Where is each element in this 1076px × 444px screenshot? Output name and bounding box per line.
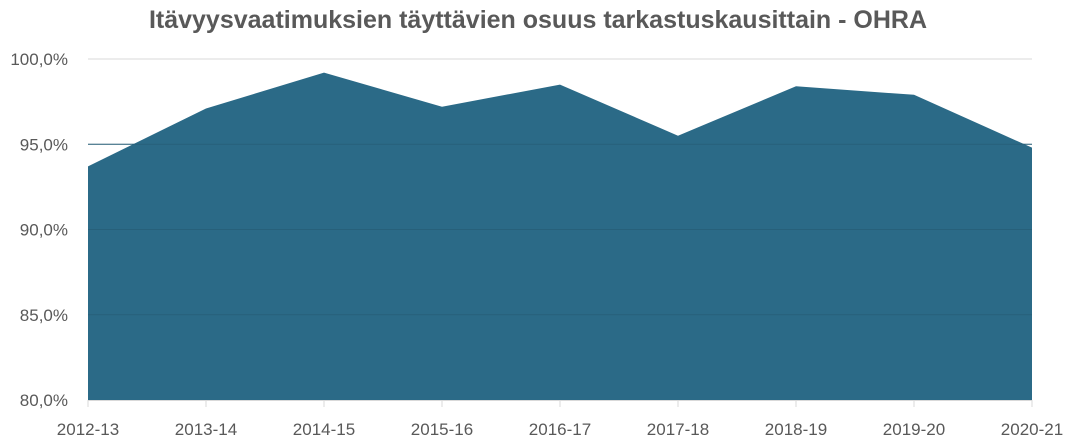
y-tick-label: 90,0% bbox=[20, 221, 68, 240]
x-tick-label: 2018-19 bbox=[765, 420, 827, 439]
x-tick-label: 2014-15 bbox=[293, 420, 355, 439]
chart-title: Itävyysvaatimuksien täyttävien osuus tar… bbox=[148, 6, 928, 34]
area-series-ohra bbox=[88, 72, 1032, 400]
y-tick-label: 80,0% bbox=[20, 391, 68, 410]
x-tick-label: 2020-21 bbox=[1001, 420, 1063, 439]
x-tick-label: 2017-18 bbox=[647, 420, 709, 439]
x-tick-label: 2015-16 bbox=[411, 420, 473, 439]
x-tick-label: 2012-13 bbox=[57, 420, 119, 439]
y-axis: 80,0% 85,0% 90,0% 95,0% 100,0% bbox=[10, 50, 68, 410]
y-tick-label: 85,0% bbox=[20, 306, 68, 325]
x-tick-label: 2013-14 bbox=[175, 420, 237, 439]
y-tick-label: 100,0% bbox=[10, 50, 68, 69]
x-tick-label: 2019-20 bbox=[883, 420, 945, 439]
x-tick-label: 2016-17 bbox=[529, 420, 591, 439]
x-axis: 2012-13 2013-14 2014-15 2015-16 2016-17 2017-… bbox=[57, 400, 1063, 439]
y-tick-label: 95,0% bbox=[20, 135, 68, 154]
